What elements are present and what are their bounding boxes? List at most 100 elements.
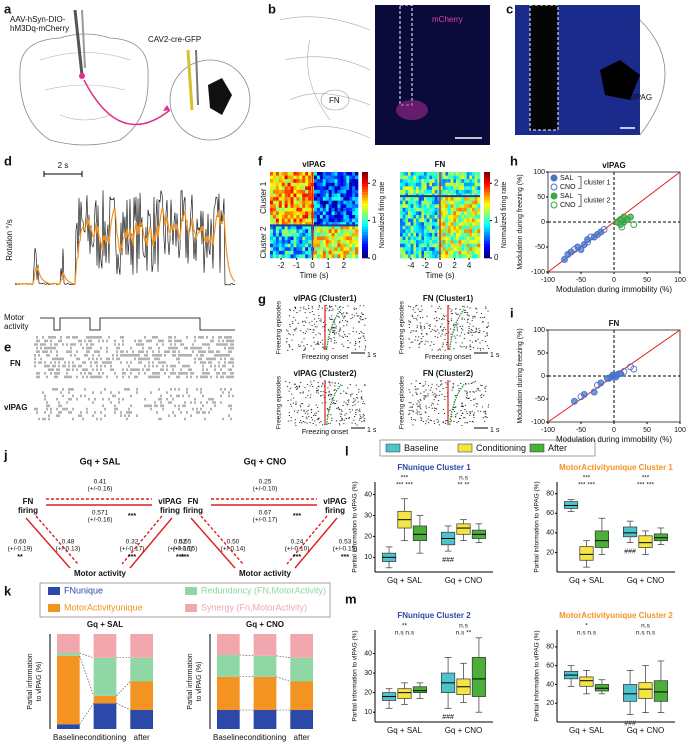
raster-spike — [359, 419, 361, 421]
raster-spike — [433, 410, 436, 412]
raster-title: vlPAG (Cluster2) — [294, 369, 357, 378]
heat-cell — [474, 236, 478, 241]
heat-cell — [284, 207, 288, 212]
heat-cell — [408, 243, 411, 248]
raster-spike — [328, 305, 331, 307]
stain-label: mCherry — [432, 15, 463, 24]
raster-spike — [341, 335, 343, 337]
raster-spike — [335, 305, 337, 307]
raster-spike — [439, 390, 441, 392]
raster-spike — [467, 383, 470, 385]
raster-spike — [348, 401, 350, 403]
heat-cell — [284, 175, 288, 180]
heat-cell — [424, 222, 427, 227]
heat-cell — [275, 218, 280, 223]
heat-cell — [319, 197, 324, 201]
heat-cell — [418, 211, 422, 216]
legend-label: Baseline — [404, 443, 439, 453]
heat-cell — [275, 211, 280, 216]
heat-cell — [440, 204, 443, 209]
raster-spike — [466, 314, 468, 316]
raster-spike — [349, 409, 351, 410]
heat-cell — [445, 189, 449, 194]
point — [615, 370, 623, 378]
heat-cell — [299, 189, 303, 194]
y-tick-label: 40 — [546, 681, 554, 688]
raster-spike — [303, 410, 305, 412]
heat-cell — [400, 182, 403, 187]
raster-spike — [316, 390, 318, 392]
heat-cell — [302, 182, 306, 187]
raster-spike — [288, 333, 290, 335]
heat-cell — [278, 200, 283, 205]
raster-spike — [439, 326, 442, 328]
heat-cell — [314, 232, 318, 237]
chart-title: vlPAG — [302, 160, 325, 169]
heat-cell — [287, 182, 291, 187]
raster-spike — [300, 392, 302, 394]
heat-cell — [453, 172, 457, 176]
heat-cell — [337, 211, 341, 216]
raster-spike — [456, 422, 458, 424]
raster-spike — [443, 327, 445, 329]
raster-spike — [455, 406, 457, 408]
raster-spike — [443, 413, 446, 414]
raster-spike — [408, 412, 411, 414]
raster-spike — [481, 384, 483, 386]
heat-cell — [322, 222, 327, 227]
heat-cell — [284, 204, 288, 209]
raster-spike — [304, 332, 306, 334]
raster-spike — [418, 336, 420, 338]
edge-error: (+/-0.19) — [8, 546, 33, 553]
raster-spike — [476, 308, 478, 310]
box — [412, 525, 427, 541]
x-axis-label: Time (s) — [299, 271, 328, 280]
raster-spike — [475, 390, 477, 392]
raster-spike — [333, 337, 335, 339]
heat-cell — [308, 222, 312, 227]
heat-cell — [429, 243, 433, 248]
raster-spike — [463, 312, 466, 314]
heat-cell — [461, 236, 465, 241]
heat-cell — [464, 179, 467, 184]
heat-cell — [464, 254, 467, 259]
heat-cell — [474, 197, 478, 201]
colorbar-cell — [362, 229, 368, 233]
heat-cell — [456, 254, 459, 259]
heat-cell — [421, 222, 425, 227]
raster-spike — [304, 347, 307, 349]
heat-cell — [477, 218, 481, 223]
heat-cell — [410, 236, 414, 241]
significance: *** — [176, 554, 184, 561]
heat-cell — [319, 243, 324, 248]
colorbar-cell — [362, 209, 368, 213]
raster-spike — [415, 318, 417, 319]
heat-cell — [290, 229, 294, 234]
heat-cell — [400, 207, 403, 212]
raster-spike — [339, 329, 342, 331]
raster-spike — [442, 342, 444, 344]
raster-spike — [345, 312, 348, 314]
raster-spike — [315, 334, 317, 336]
raster-spike — [357, 397, 359, 399]
heat-cell — [458, 200, 462, 205]
raster-spike — [335, 420, 338, 422]
y-tick-label: 20 — [364, 533, 372, 540]
raster-spike — [419, 310, 421, 312]
heat-cell — [293, 189, 297, 194]
heat-cell — [421, 254, 425, 259]
raster-spike — [345, 320, 347, 322]
raster-spike — [416, 393, 418, 395]
raster-spike — [302, 416, 304, 417]
heat-cell — [322, 204, 327, 209]
raster-spike — [457, 323, 459, 325]
heat-cell — [331, 200, 335, 205]
heat-cell — [440, 175, 443, 180]
significance: n.s — [459, 623, 468, 630]
raster-spike — [453, 329, 456, 331]
heat-cell — [474, 243, 478, 248]
heat-cell — [319, 193, 324, 198]
heat-cell — [461, 232, 465, 237]
box — [397, 688, 412, 699]
heat-cell — [302, 204, 306, 209]
